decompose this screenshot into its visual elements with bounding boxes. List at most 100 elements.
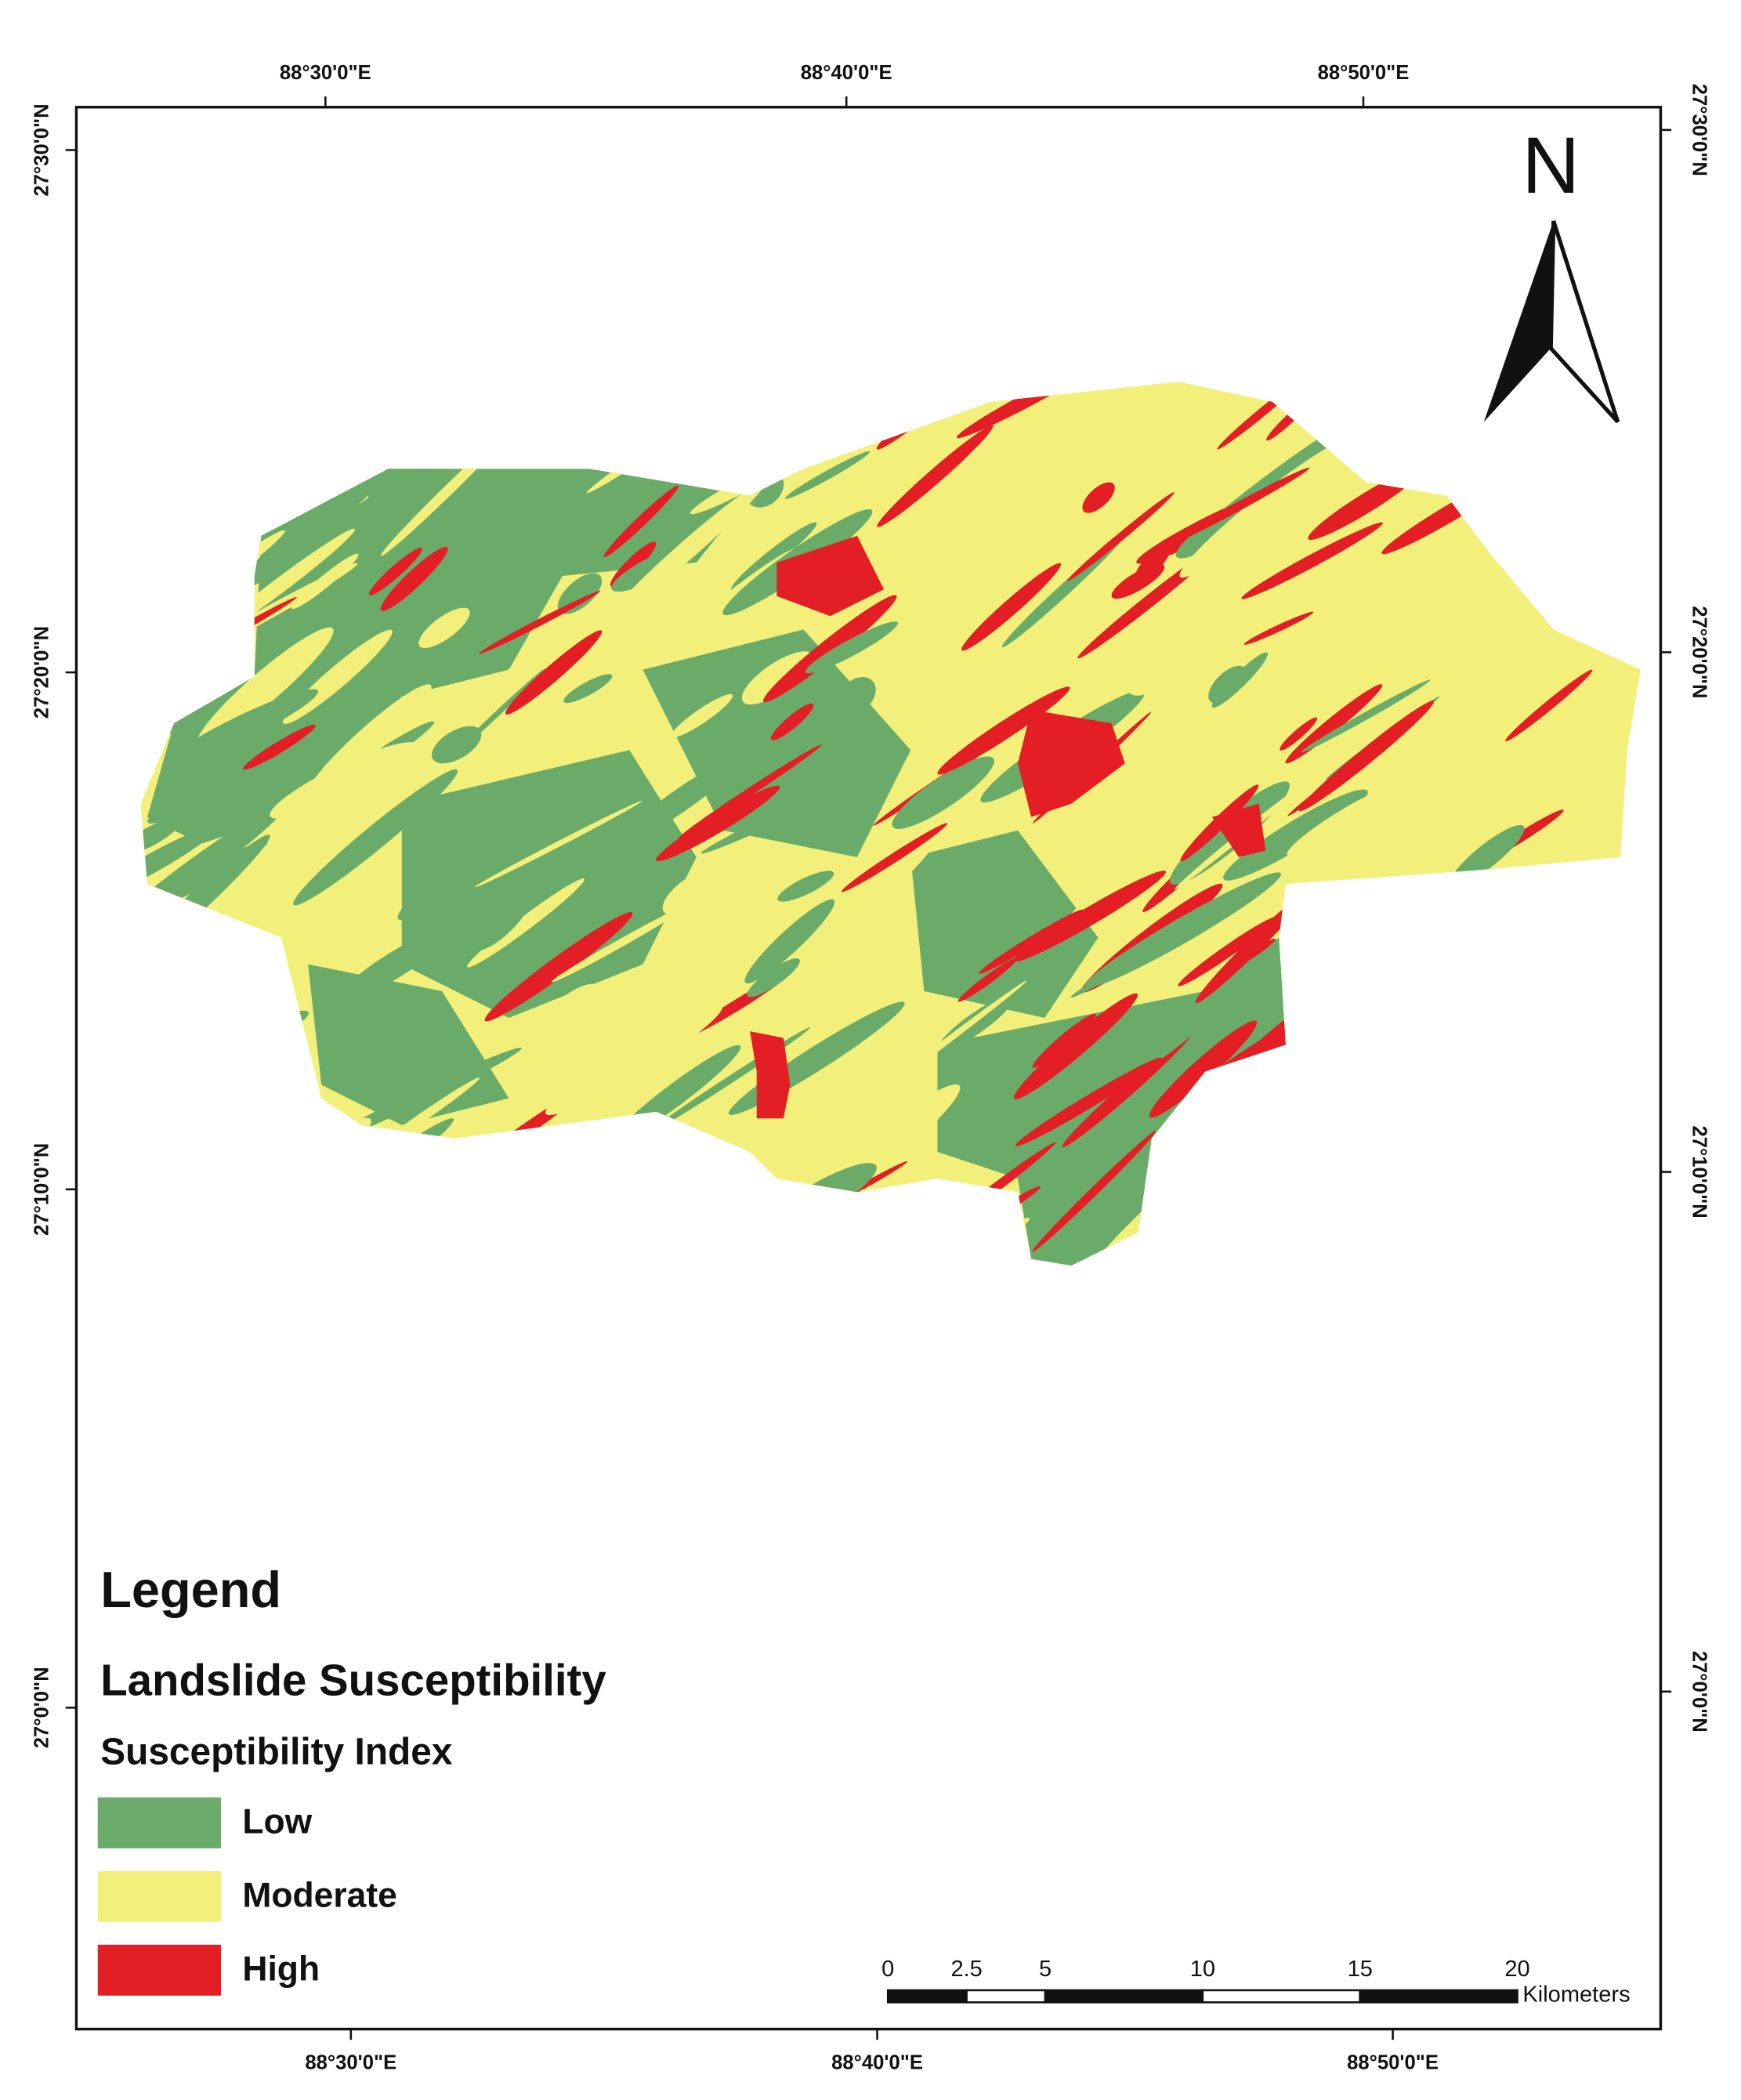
texture-streak	[1400, 1068, 1530, 1135]
texture-streak	[474, 800, 642, 888]
texture-streak	[563, 674, 613, 704]
legend-label: High	[242, 1950, 320, 1989]
texture-streak	[1488, 740, 1617, 841]
high-streak	[1082, 482, 1115, 513]
texture-streak	[210, 1087, 287, 1155]
legend-subtitle: Landslide Susceptibility	[100, 1655, 606, 1704]
texture-streak	[1037, 1043, 1164, 1113]
high-streak	[1149, 1146, 1206, 1194]
texture-streak	[319, 1117, 371, 1156]
texture-streak	[570, 382, 664, 451]
texture-streak	[397, 835, 514, 921]
north-label: N	[1522, 120, 1580, 210]
high-streak	[449, 1130, 558, 1224]
legend-label: Low	[242, 1803, 312, 1841]
texture-streak	[171, 1026, 204, 1055]
texture-streak	[1334, 1063, 1422, 1122]
high-streak	[1032, 1013, 1096, 1068]
texture-streak	[1489, 1005, 1532, 1046]
texture-streak	[989, 1218, 1030, 1244]
high-streak	[369, 548, 422, 596]
north-arrow: N	[1483, 120, 1620, 424]
scale-tick-label: 15	[1348, 1957, 1373, 1982]
scale-segment	[1044, 1989, 1204, 2004]
texture-streak	[545, 1004, 723, 1116]
texture-streak	[490, 933, 563, 988]
texture-streak	[805, 621, 899, 674]
high-streak	[1387, 939, 1486, 1030]
left-coord-label: 27°10'0"N	[31, 1143, 52, 1236]
texture-streak	[1179, 438, 1352, 578]
texture-streak	[164, 1121, 204, 1153]
low-zone	[642, 629, 911, 857]
legend: Legend Landslide Susceptibility Suscepti…	[97, 1561, 606, 1996]
legend-title: Legend	[100, 1561, 281, 1618]
high-streak	[430, 382, 468, 411]
texture-streak	[741, 651, 813, 705]
texture-streak	[165, 1027, 285, 1089]
texture-streak	[467, 878, 585, 968]
arrow-right	[1548, 220, 1620, 424]
high-streak	[818, 382, 862, 405]
texture-streak	[293, 769, 458, 906]
texture-streak	[1348, 950, 1465, 1062]
texture-streak	[1223, 789, 1368, 881]
texture-streak	[823, 827, 943, 937]
texture-streak	[418, 607, 470, 649]
high-streak	[1506, 972, 1641, 1044]
right-coord-label: 27°20'0"N	[1689, 606, 1710, 698]
high-streak	[1500, 965, 1584, 1016]
texture-streak	[1570, 501, 1622, 541]
high-streak	[1300, 938, 1376, 992]
texture-streak	[679, 1175, 856, 1266]
high-streak	[1178, 916, 1277, 987]
right-coord-label: 27°0'0"N	[1689, 1651, 1710, 1732]
texture-streak	[730, 522, 817, 591]
texture-streak	[1318, 382, 1383, 407]
high-streak	[678, 744, 822, 838]
susceptibility-map	[140, 382, 1641, 1266]
texture-streak	[586, 382, 775, 494]
scale-segment	[1359, 1989, 1518, 2004]
high-streak	[1513, 865, 1572, 906]
high-streak	[681, 397, 726, 431]
texture-streak	[1486, 1175, 1614, 1266]
high-streak	[1243, 611, 1314, 645]
texture-streak	[1084, 872, 1282, 988]
high-streak	[937, 686, 1070, 775]
texture-streak	[1453, 911, 1626, 1019]
texture-streak	[674, 1146, 739, 1205]
texture-streak	[1387, 1142, 1453, 1200]
legend-swatch	[97, 1797, 222, 1848]
left-coord-label: 27°30'0"N	[31, 103, 52, 196]
high-streak	[479, 591, 601, 654]
high-streak	[956, 382, 1106, 439]
high-streak	[603, 485, 679, 558]
texture-streak	[240, 736, 278, 761]
high-streak	[1162, 467, 1310, 548]
texture-streak	[374, 1191, 444, 1260]
high-streak	[378, 382, 498, 425]
top-coord-label: 88°40'0"E	[801, 62, 892, 84]
texture-streak	[432, 726, 482, 764]
high-streak	[288, 423, 369, 469]
texture-streak	[399, 648, 540, 760]
high-streak	[1520, 427, 1618, 521]
bottom-coord-label: 88°50'0"E	[1347, 2052, 1439, 2074]
high-streak	[770, 703, 814, 740]
texture-streak	[1572, 1099, 1639, 1150]
texture-streak	[270, 742, 418, 819]
texture-streak	[1493, 483, 1534, 522]
high-streak	[1195, 892, 1308, 1004]
texture-streak	[1043, 1124, 1137, 1175]
scale-segment	[886, 1989, 968, 2004]
high-streak	[1389, 1147, 1493, 1239]
high-streak	[979, 909, 1084, 974]
high-streak	[1487, 417, 1603, 510]
texture-streak	[1496, 1090, 1573, 1137]
map-frame	[74, 106, 1663, 2031]
scale-tick-label: 2.5	[950, 1957, 982, 1982]
right-coord-label: 27°10'0"N	[1689, 1125, 1710, 1218]
high-streak	[877, 425, 994, 527]
